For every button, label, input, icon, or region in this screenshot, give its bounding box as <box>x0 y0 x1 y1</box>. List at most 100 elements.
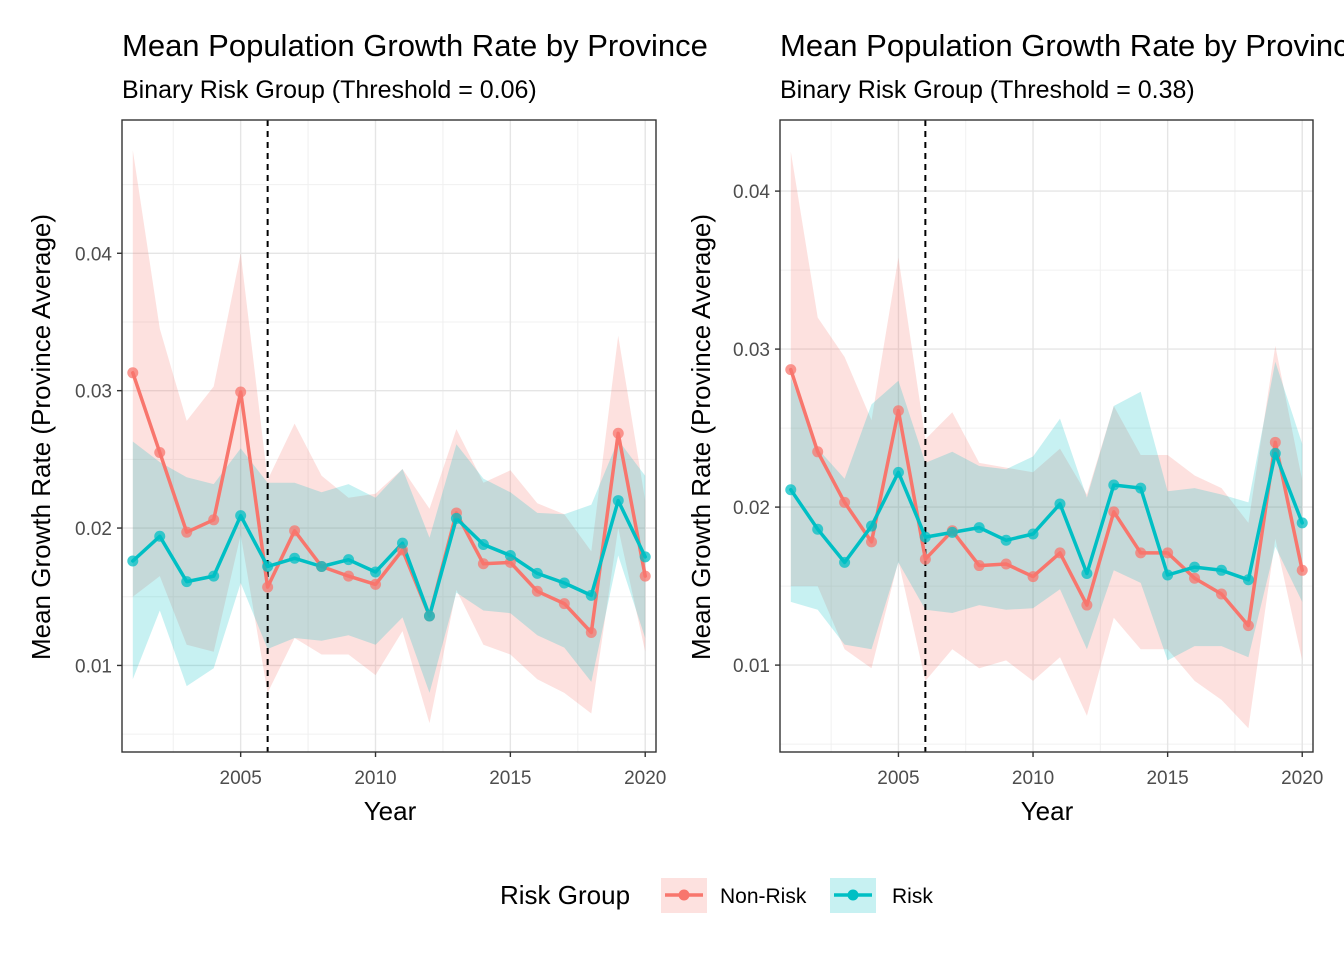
data-point <box>639 551 651 563</box>
legend-label-risk: Risk <box>892 885 933 908</box>
data-point <box>127 555 139 567</box>
data-point <box>289 525 301 537</box>
legend-point <box>678 889 690 901</box>
data-point <box>370 566 382 578</box>
data-point <box>504 550 516 562</box>
x-tick-label: 2005 <box>877 768 919 789</box>
data-point <box>450 512 462 524</box>
data-point <box>585 626 597 638</box>
data-point <box>892 405 904 417</box>
legend-title: Risk Group <box>500 880 630 910</box>
x-tick-label: 2015 <box>1146 768 1188 789</box>
x-tick-label: 2020 <box>1281 768 1323 789</box>
y-tick-label: 0.03 <box>733 340 770 361</box>
data-point <box>154 530 166 542</box>
data-point <box>1296 564 1308 576</box>
data-point <box>785 484 797 496</box>
data-point <box>531 585 543 597</box>
y-axis-title: Mean Growth Rate (Province Average) <box>686 214 716 660</box>
data-point <box>558 598 570 610</box>
y-tick-label: 0.01 <box>75 656 112 677</box>
legend-label-non-risk: Non-Risk <box>720 885 807 908</box>
data-point <box>558 577 570 589</box>
data-point <box>1054 498 1066 510</box>
data-point <box>585 589 597 601</box>
data-point <box>423 610 435 622</box>
data-point <box>262 581 274 593</box>
data-point <box>839 496 851 508</box>
data-point <box>477 558 489 570</box>
confidence-band <box>132 150 646 724</box>
data-point <box>919 531 931 543</box>
data-point <box>946 526 958 538</box>
data-point <box>1269 447 1281 459</box>
data-point <box>1081 599 1093 611</box>
x-tick-label: 2015 <box>489 768 531 789</box>
data-point <box>1108 506 1120 518</box>
y-tick-label: 0.04 <box>75 244 112 265</box>
plot-background <box>122 120 656 752</box>
data-point <box>1189 572 1201 584</box>
legend-key-risk <box>830 878 876 913</box>
data-point <box>839 556 851 568</box>
data-point <box>1242 620 1254 632</box>
y-tick-label: 0.02 <box>733 498 770 519</box>
plot-area: 2005 2010 2015 2020 0.01 0.02 0.03 0.04 <box>733 119 1323 789</box>
data-point <box>370 578 382 590</box>
data-point <box>208 570 220 582</box>
data-point <box>1215 588 1227 600</box>
data-point <box>235 510 247 522</box>
data-point <box>1135 482 1147 494</box>
y-tick-label: 0.01 <box>733 656 770 677</box>
y-tick-label: 0.04 <box>733 182 770 203</box>
x-axis-title: Year <box>364 796 417 826</box>
plot-area: 2005 2010 2015 2020 0.01 0.02 0.03 0.04 <box>75 119 666 789</box>
data-point <box>181 526 193 538</box>
data-point <box>812 523 824 535</box>
x-tick-label: 2020 <box>624 768 666 789</box>
plot-border <box>779 119 1314 753</box>
x-tick-label: 2010 <box>354 768 396 789</box>
data-point <box>1027 528 1039 540</box>
data-point <box>973 560 985 572</box>
data-point <box>1135 547 1147 559</box>
data-point <box>1000 558 1012 570</box>
data-point <box>973 522 985 534</box>
x-axis-title: Year <box>1021 796 1074 826</box>
confidence-band <box>790 151 1303 729</box>
chart-title: Mean Population Growth Rate by Province <box>122 28 708 63</box>
data-point <box>1027 571 1039 583</box>
data-point <box>208 514 220 526</box>
data-point <box>1242 574 1254 586</box>
x-tick-label: 2010 <box>1012 768 1054 789</box>
data-point <box>289 552 301 564</box>
data-point <box>639 570 651 582</box>
chart-title: Mean Population Growth Rate by Province <box>780 28 1344 63</box>
data-point <box>316 561 328 573</box>
data-point <box>1108 479 1120 491</box>
data-point <box>1215 564 1227 576</box>
legend-key-non-risk <box>661 878 707 913</box>
data-point <box>343 570 355 582</box>
plot-background <box>780 120 1313 752</box>
confidence-band <box>790 361 1303 661</box>
legend-point <box>847 889 859 901</box>
data-point <box>1296 517 1308 529</box>
data-point <box>1162 547 1174 559</box>
x-tick-label: 2005 <box>220 768 262 789</box>
data-point <box>812 446 824 458</box>
data-point <box>531 567 543 579</box>
data-point <box>1269 436 1281 448</box>
data-point <box>343 554 355 566</box>
plot-border <box>121 119 657 753</box>
y-axis-title: Mean Growth Rate (Province Average) <box>26 214 56 660</box>
panel-right: Mean Population Growth Rate by Province … <box>686 28 1344 826</box>
legend: Risk Group Non-Risk Risk <box>500 878 933 913</box>
data-point <box>919 553 931 565</box>
data-point <box>396 537 408 549</box>
data-point <box>262 561 274 573</box>
data-point <box>181 576 193 588</box>
data-point <box>785 364 797 376</box>
data-point <box>1162 569 1174 581</box>
